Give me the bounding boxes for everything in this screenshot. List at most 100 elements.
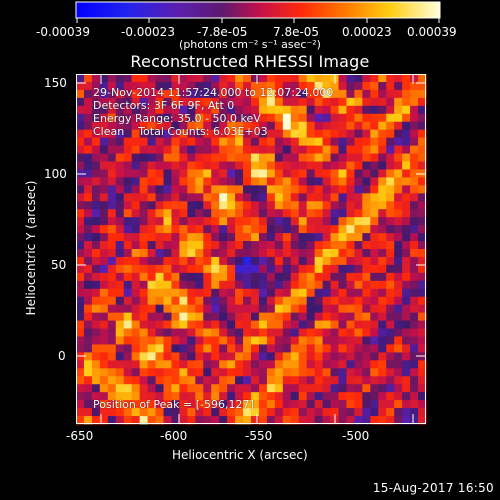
image-pixel: [370, 336, 379, 345]
image-pixel: [83, 105, 93, 115]
image-pixel: [83, 225, 93, 234]
image-pixel: [251, 312, 260, 321]
image-pixel: [219, 185, 228, 194]
image-pixel: [410, 169, 419, 178]
image-pixel: [298, 328, 308, 337]
image-pixel: [163, 360, 172, 369]
image-pixel: [266, 137, 276, 146]
image-pixel: [290, 296, 300, 306]
image-pixel: [282, 256, 292, 266]
image-pixel: [91, 145, 101, 154]
image-pixel: [219, 217, 228, 226]
image-pixel: [338, 352, 347, 361]
image-pixel: [298, 296, 308, 306]
image-pixel: [266, 74, 276, 83]
image-pixel: [378, 74, 387, 83]
image-pixel: [91, 336, 101, 345]
image-pixel: [402, 344, 411, 353]
image-pixel: [171, 161, 180, 170]
image-pixel: [290, 288, 300, 298]
image-pixel: [322, 249, 331, 258]
image-pixel: [155, 296, 164, 306]
image-pixel: [378, 81, 387, 91]
image-pixel: [322, 352, 331, 361]
image-pixel: [203, 312, 212, 321]
image-pixel: [227, 249, 236, 258]
image-pixel: [258, 272, 268, 282]
image-pixel: [163, 416, 172, 425]
image-pixel: [418, 217, 427, 226]
image-pixel: [235, 185, 244, 194]
image-pixel: [123, 392, 133, 401]
image-pixel: [354, 360, 363, 369]
image-pixel: [322, 201, 331, 210]
image-pixel: [99, 328, 109, 337]
image-pixel: [211, 209, 220, 218]
image-pixel: [386, 249, 395, 258]
image-pixel: [195, 217, 204, 226]
image-pixel: [386, 161, 395, 170]
image-pixel: [147, 89, 156, 99]
image-pixel: [179, 129, 188, 139]
image-pixel: [187, 320, 196, 329]
image-pixel: [394, 368, 403, 377]
image-pixel: [402, 153, 411, 162]
image-pixel: [99, 368, 109, 377]
image-pixel: [346, 74, 355, 83]
image-pixel: [219, 153, 228, 162]
image-pixel: [203, 360, 212, 369]
image-pixel: [187, 113, 196, 123]
image-pixel: [227, 225, 236, 234]
image-pixel: [243, 296, 252, 306]
image-pixel: [83, 217, 93, 226]
image-pixel: [195, 312, 204, 321]
image-pixel: [298, 74, 308, 83]
image-pixel: [410, 193, 419, 202]
image-pixel: [219, 177, 228, 186]
image-pixel: [418, 272, 427, 282]
image-pixel: [274, 193, 284, 202]
image-pixel: [163, 209, 172, 218]
image-pixel: [139, 129, 148, 139]
image-pixel: [99, 225, 109, 234]
image-pixel: [346, 201, 355, 210]
image-pixel: [282, 320, 292, 329]
image-pixel: [99, 113, 109, 123]
image-pixel: [227, 272, 236, 282]
image-pixel: [378, 105, 387, 115]
info-energy-range: Energy Range: 35.0 - 50.0 keV: [93, 112, 261, 125]
image-pixel: [402, 177, 411, 186]
image-pixel: [123, 89, 133, 99]
image-pixel: [306, 233, 316, 242]
image-pixel: [76, 105, 85, 115]
image-pixel: [179, 384, 188, 393]
image-pixel: [346, 89, 355, 99]
image-pixel: [386, 209, 395, 218]
image-pixel: [147, 328, 156, 337]
image-pixel: [402, 368, 411, 377]
image-pixel: [211, 241, 220, 250]
image-pixel: [131, 312, 141, 321]
image-pixel: [386, 233, 395, 242]
image-pixel: [251, 328, 260, 337]
image-pixel: [203, 256, 212, 266]
image-pixel: [123, 272, 133, 282]
colorbar: [75, 1, 441, 23]
image-pixel: [362, 264, 371, 274]
image-pixel: [91, 376, 101, 385]
image-pixel: [338, 360, 347, 369]
image-pixel: [274, 384, 284, 393]
image-pixel: [179, 360, 188, 369]
image-pixel: [179, 193, 188, 202]
image-pixel: [402, 288, 411, 298]
image-pixel: [274, 249, 284, 258]
image-pixel: [155, 376, 164, 385]
image-pixel: [378, 296, 387, 306]
image-pixel: [76, 376, 85, 385]
image-pixel: [402, 201, 411, 210]
image-pixel: [314, 233, 323, 242]
image-pixel: [418, 113, 427, 123]
image-pixel: [203, 81, 212, 91]
image-pixel: [314, 169, 323, 178]
image-pixel: [410, 121, 419, 131]
